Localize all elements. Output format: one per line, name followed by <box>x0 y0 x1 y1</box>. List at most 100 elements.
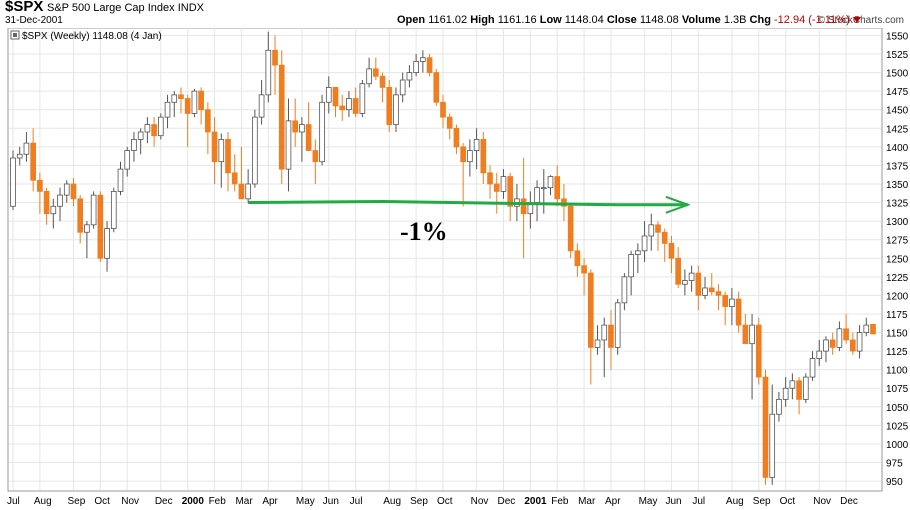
y-tick-label: 1325 <box>886 199 909 210</box>
x-tick-label: Jul <box>7 496 20 507</box>
candle-body <box>104 228 110 259</box>
candle-body <box>386 87 393 125</box>
candle-body <box>305 124 312 151</box>
candle-body <box>735 298 742 326</box>
candle-body <box>151 124 157 137</box>
candle-body <box>453 127 460 148</box>
candle-body <box>708 287 715 293</box>
candle-body <box>413 61 419 73</box>
candle-body <box>265 49 272 96</box>
y-tick-label: 1025 <box>886 421 909 432</box>
candle-body <box>802 376 809 400</box>
candle-body <box>776 398 782 415</box>
candle-body <box>863 324 870 333</box>
x-tick-label: Sep <box>753 496 771 507</box>
x-tick-label: Oct <box>780 496 796 507</box>
x-tick-label: Mar <box>235 496 253 507</box>
candle-body <box>63 183 70 196</box>
candle-body <box>299 124 305 133</box>
chart-legend: $SPX (Weekly) 1148.08 (4 Jan) <box>22 31 162 42</box>
candle-body <box>567 205 574 252</box>
change-annotation: -1% <box>400 217 448 246</box>
x-tick-label: Oct <box>94 496 110 507</box>
candle-body <box>870 323 876 335</box>
candle-body <box>238 183 245 200</box>
trend-arrow <box>248 195 691 214</box>
y-tick-label: 1475 <box>886 87 909 98</box>
candle-body <box>843 328 849 341</box>
candle-body <box>16 153 23 159</box>
candle-body <box>57 194 63 207</box>
candle-body <box>742 324 749 345</box>
close-value: 1148.08 <box>639 14 679 26</box>
x-tick-label: Dec <box>497 496 515 507</box>
candle-body <box>433 72 440 103</box>
volume-label: Volume <box>681 14 721 26</box>
y-tick-label: 975 <box>886 459 903 470</box>
candle-body <box>198 90 204 111</box>
candle-body <box>655 224 661 233</box>
candle-body <box>440 101 446 118</box>
candle-body <box>789 380 796 389</box>
y-tick-label: 1400 <box>886 143 909 154</box>
candle-body <box>90 194 97 226</box>
candle-body <box>43 191 50 215</box>
candle-body <box>467 150 473 163</box>
high-value: 1161.16 <box>497 14 537 26</box>
candle-body <box>668 243 675 259</box>
x-tick-label: Jun <box>665 496 681 507</box>
x-tick-label: May <box>639 496 658 507</box>
candle-body <box>614 302 621 348</box>
y-tick-label: 1450 <box>886 106 909 117</box>
candle-body <box>137 131 144 140</box>
candle-body <box>70 183 77 200</box>
candle-body <box>30 142 36 181</box>
candle-body <box>77 198 84 233</box>
candle-body <box>352 98 359 114</box>
x-tick-label: Nov <box>813 496 831 507</box>
candle-body <box>661 231 668 244</box>
candle-body <box>688 272 695 281</box>
y-tick-label: 1250 <box>886 254 909 265</box>
candle-body <box>278 64 285 170</box>
candle-body <box>231 172 238 185</box>
candle-body <box>796 380 802 400</box>
open-label: Open <box>397 14 426 26</box>
candle-body <box>480 139 487 174</box>
plot-area <box>7 28 883 492</box>
candle-body <box>816 350 823 359</box>
candle-body <box>836 328 843 348</box>
x-tick-label: Feb <box>209 496 227 507</box>
y-tick-label: 1125 <box>886 347 908 358</box>
candle-body <box>50 205 57 215</box>
x-tick-label: 2001 <box>524 496 547 507</box>
candle-body <box>144 124 151 133</box>
volume-value: 1.3B <box>723 14 747 26</box>
candle-body <box>319 101 325 163</box>
candle-body <box>346 98 352 111</box>
trend-line <box>248 200 688 207</box>
x-tick-label: Nov <box>471 496 489 507</box>
x-tick-label: Aug <box>726 496 744 507</box>
candle-body <box>635 250 641 255</box>
candle-body <box>540 187 547 190</box>
candle-body <box>171 94 178 103</box>
x-tick-label: Apr <box>262 496 278 507</box>
legend-swatch <box>13 33 17 37</box>
low-label: Low <box>539 14 562 26</box>
candle-body <box>97 194 104 259</box>
candle-body <box>312 150 319 163</box>
y-tick-label: 950 <box>886 477 903 488</box>
candle-body <box>178 94 184 99</box>
candle-body <box>164 101 171 118</box>
candle-body <box>399 79 406 96</box>
candle-body <box>359 83 366 114</box>
index-full-name: S&P 500 Large Cap Index <box>47 2 175 14</box>
y-tick-label: 1275 <box>886 236 909 247</box>
y-tick-label: 1175 <box>886 310 908 321</box>
candle-body <box>211 131 218 163</box>
candle-body <box>574 250 581 267</box>
candle-body <box>332 87 339 107</box>
candle-body <box>393 94 399 125</box>
candle-body <box>487 172 493 185</box>
